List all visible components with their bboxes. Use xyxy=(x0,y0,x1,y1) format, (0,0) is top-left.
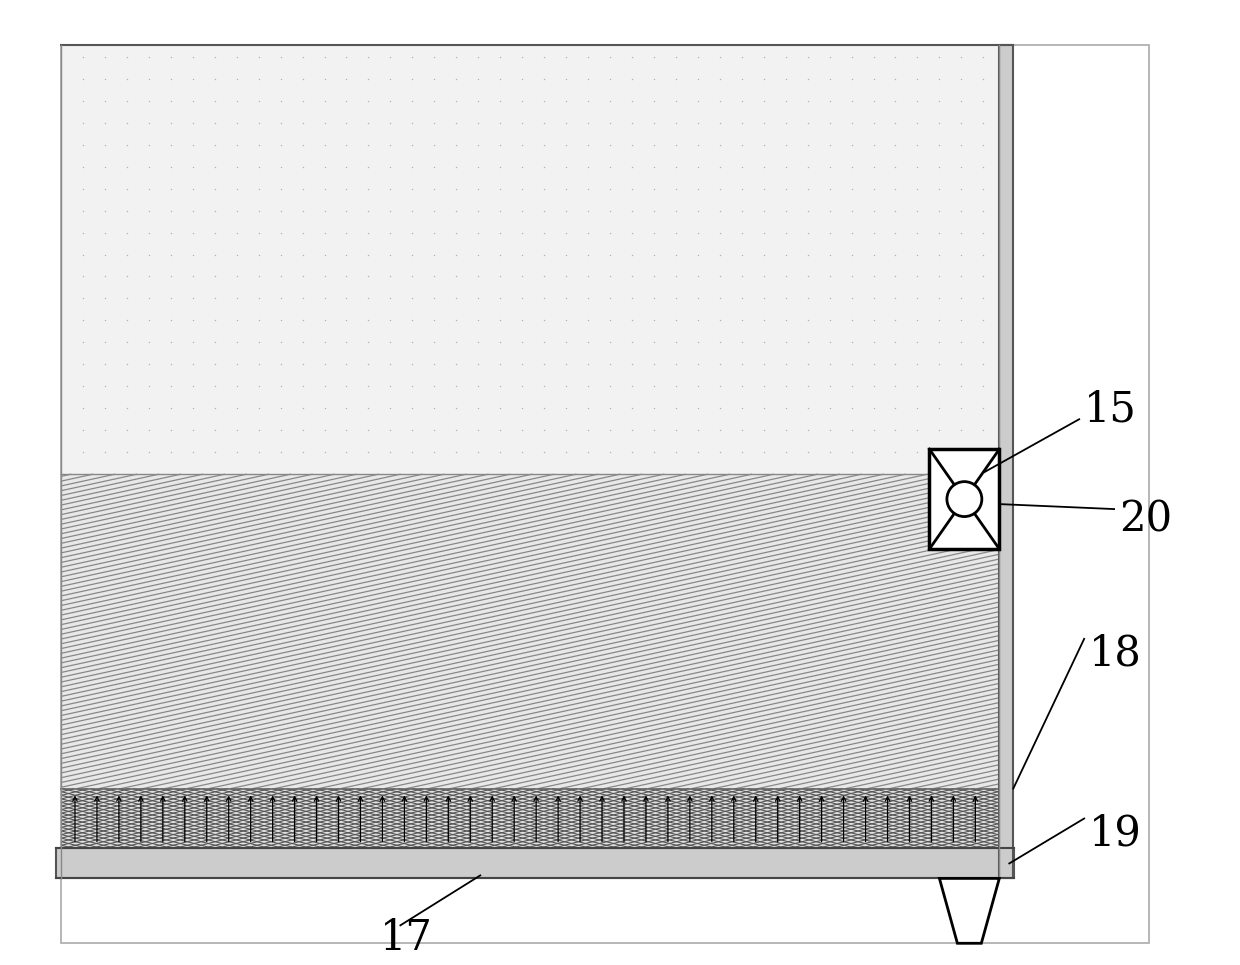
Circle shape xyxy=(947,482,982,516)
Text: 17: 17 xyxy=(381,918,433,959)
Bar xyxy=(56,848,1014,878)
Bar xyxy=(61,45,1149,943)
Text: 18: 18 xyxy=(1089,633,1142,675)
Text: 19: 19 xyxy=(1089,813,1142,854)
Bar xyxy=(999,45,1013,878)
Bar xyxy=(61,45,999,474)
Text: 20: 20 xyxy=(1118,498,1172,540)
Text: 15: 15 xyxy=(1084,388,1137,430)
Polygon shape xyxy=(940,878,999,943)
Bar xyxy=(930,449,999,549)
Bar xyxy=(61,474,999,788)
Bar xyxy=(61,788,999,848)
